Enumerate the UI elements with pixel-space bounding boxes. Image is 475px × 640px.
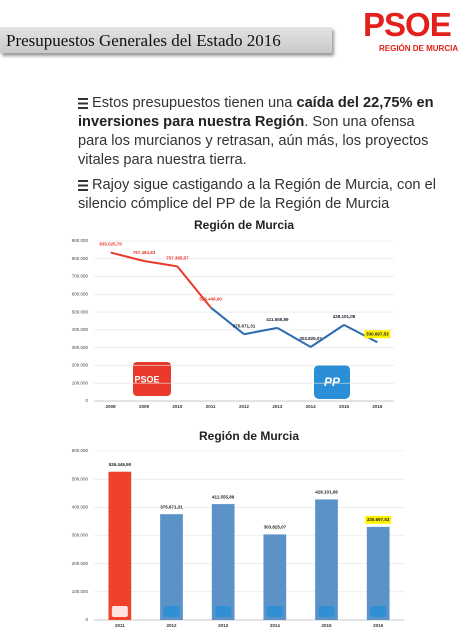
bar <box>263 534 287 620</box>
line-segment <box>243 326 278 336</box>
bar <box>315 499 338 620</box>
x-tick-label: 2016 <box>373 623 384 628</box>
bar <box>211 504 235 620</box>
bullet: Estos presupuestos tienen una caída del … <box>78 94 438 170</box>
bar-logo <box>111 606 128 617</box>
highlight <box>364 330 391 339</box>
y-tick-label: 900.000 <box>72 238 89 243</box>
x-tick-label: 2012 <box>166 623 177 628</box>
header-title: Presupuestos Generales del Estado 2016 <box>6 31 281 50</box>
line-segment <box>143 260 178 268</box>
psoe-logo <box>133 362 171 396</box>
bullet-text: Rajoy sigue castigando a la Región de Mu… <box>78 177 436 212</box>
bar <box>160 514 183 620</box>
line-segment <box>276 326 312 348</box>
value-label: 428.101,08 <box>315 490 338 495</box>
x-tick-label: 2008 <box>106 404 117 409</box>
value-label: 787.484,83 <box>133 250 156 255</box>
x-tick-label: 2011 <box>206 404 216 409</box>
x-tick-label: 2013 <box>218 623 229 628</box>
highlight <box>365 515 392 524</box>
chart-title: Región de Murcia <box>194 218 294 232</box>
y-tick-label: 600.000 <box>72 292 89 297</box>
value-label: 526.446,90 <box>109 462 132 467</box>
x-tick-label: 2011 <box>115 623 125 628</box>
x-tick-label: 2015 <box>321 623 332 628</box>
value-label: 757.385,57 <box>166 256 189 261</box>
pp-logo-text: PP <box>324 375 341 389</box>
value-label: 375.671,31 <box>233 323 256 328</box>
y-tick-label: 0 <box>85 617 88 622</box>
value-label: 526.446,90 <box>199 297 222 302</box>
value-label: 303.825,07 <box>264 525 287 530</box>
y-tick-label: 100.000 <box>72 589 89 594</box>
bar-logo <box>370 606 387 617</box>
line-segment <box>210 306 245 335</box>
bar-logo <box>215 606 232 617</box>
line-segment <box>343 324 378 344</box>
psoe-logo-text: PSOE <box>134 374 159 384</box>
header-bar: Presupuestos Generales del Estado 2016 <box>0 27 332 53</box>
value-label: 411.555,89 <box>212 494 235 499</box>
bar-logo <box>318 606 335 617</box>
y-tick-label: 400.000 <box>72 505 89 510</box>
bar <box>108 471 132 620</box>
y-tick-label: 600.000 <box>72 448 89 453</box>
bar-logo <box>163 606 180 617</box>
y-tick-label: 700.000 <box>72 274 89 279</box>
y-tick-label: 400.000 <box>72 327 89 332</box>
y-tick-label: 500.000 <box>72 476 89 481</box>
line-segment <box>110 251 145 262</box>
logo: PSOE <box>363 6 452 43</box>
value-label: 428.101,08 <box>333 314 356 319</box>
logo-subtitle: REGIÓN DE MURCIA <box>379 44 459 53</box>
x-tick-label: 2016 <box>372 404 383 409</box>
value-label: 375.671,31 <box>160 504 183 509</box>
y-tick-label: 200.000 <box>72 363 89 368</box>
line-segment <box>176 265 212 309</box>
bar-logo <box>266 606 283 617</box>
value-label: 303.825,07 <box>299 336 322 341</box>
x-tick-label: 2015 <box>339 404 350 409</box>
y-tick-label: 300.000 <box>72 533 89 538</box>
bar <box>366 526 390 620</box>
chart-title: Región de Murcia <box>199 429 299 443</box>
bullet-text: Estos presupuestos tienen una <box>92 95 297 111</box>
y-tick-label: 200.000 <box>72 561 89 566</box>
bullet-bold: caída del 22,75% en inversiones para nue… <box>78 95 434 130</box>
x-tick-label: 2014 <box>306 404 317 409</box>
x-tick-label: 2013 <box>272 404 283 409</box>
y-tick-label: 500.000 <box>72 309 89 314</box>
value-label: 330.697,53 <box>366 331 389 336</box>
value-label: 411.555,89 <box>266 317 289 322</box>
y-tick-label: 300.000 <box>72 345 89 350</box>
y-tick-label: 800.000 <box>72 256 89 261</box>
y-tick-label: 100.000 <box>72 380 89 385</box>
line-segment <box>310 324 345 348</box>
x-tick-label: 2014 <box>270 623 281 628</box>
bullet-text: . Son una ofensa para los murcianos y re… <box>78 114 429 168</box>
bullet: Rajoy sigue castigando a la Región de Mu… <box>78 176 438 214</box>
x-tick-label: 2010 <box>172 404 183 409</box>
value-label: 835.025,70 <box>99 242 122 247</box>
x-tick-label: 2009 <box>139 404 150 409</box>
value-label: 330.697,53 <box>367 517 390 522</box>
x-tick-label: 2012 <box>239 404 250 409</box>
y-tick-label: 0 <box>85 398 88 403</box>
pp-logo <box>314 365 350 399</box>
